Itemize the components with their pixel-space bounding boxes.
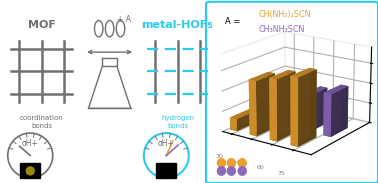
Text: coordination
bonds: coordination bonds — [20, 115, 64, 129]
Text: CH(NH₂)₂SCN: CH(NH₂)₂SCN — [258, 10, 311, 19]
Bar — [20, 163, 40, 178]
Bar — [156, 163, 177, 178]
Text: σH+: σH+ — [158, 139, 175, 148]
Text: metal-HOFs: metal-HOFs — [141, 20, 214, 30]
Text: ●●●: ●●● — [215, 155, 248, 168]
Circle shape — [26, 167, 34, 175]
Text: hydrogen
bonds: hydrogen bonds — [161, 115, 194, 129]
Text: σH+: σH+ — [22, 139, 39, 148]
Text: CH₃NH₃SCN: CH₃NH₃SCN — [258, 25, 305, 34]
Text: MOF: MOF — [28, 20, 56, 30]
Text: A =: A = — [225, 17, 243, 26]
Text: ●●●: ●●● — [215, 163, 248, 176]
Text: + A: + A — [117, 15, 131, 24]
